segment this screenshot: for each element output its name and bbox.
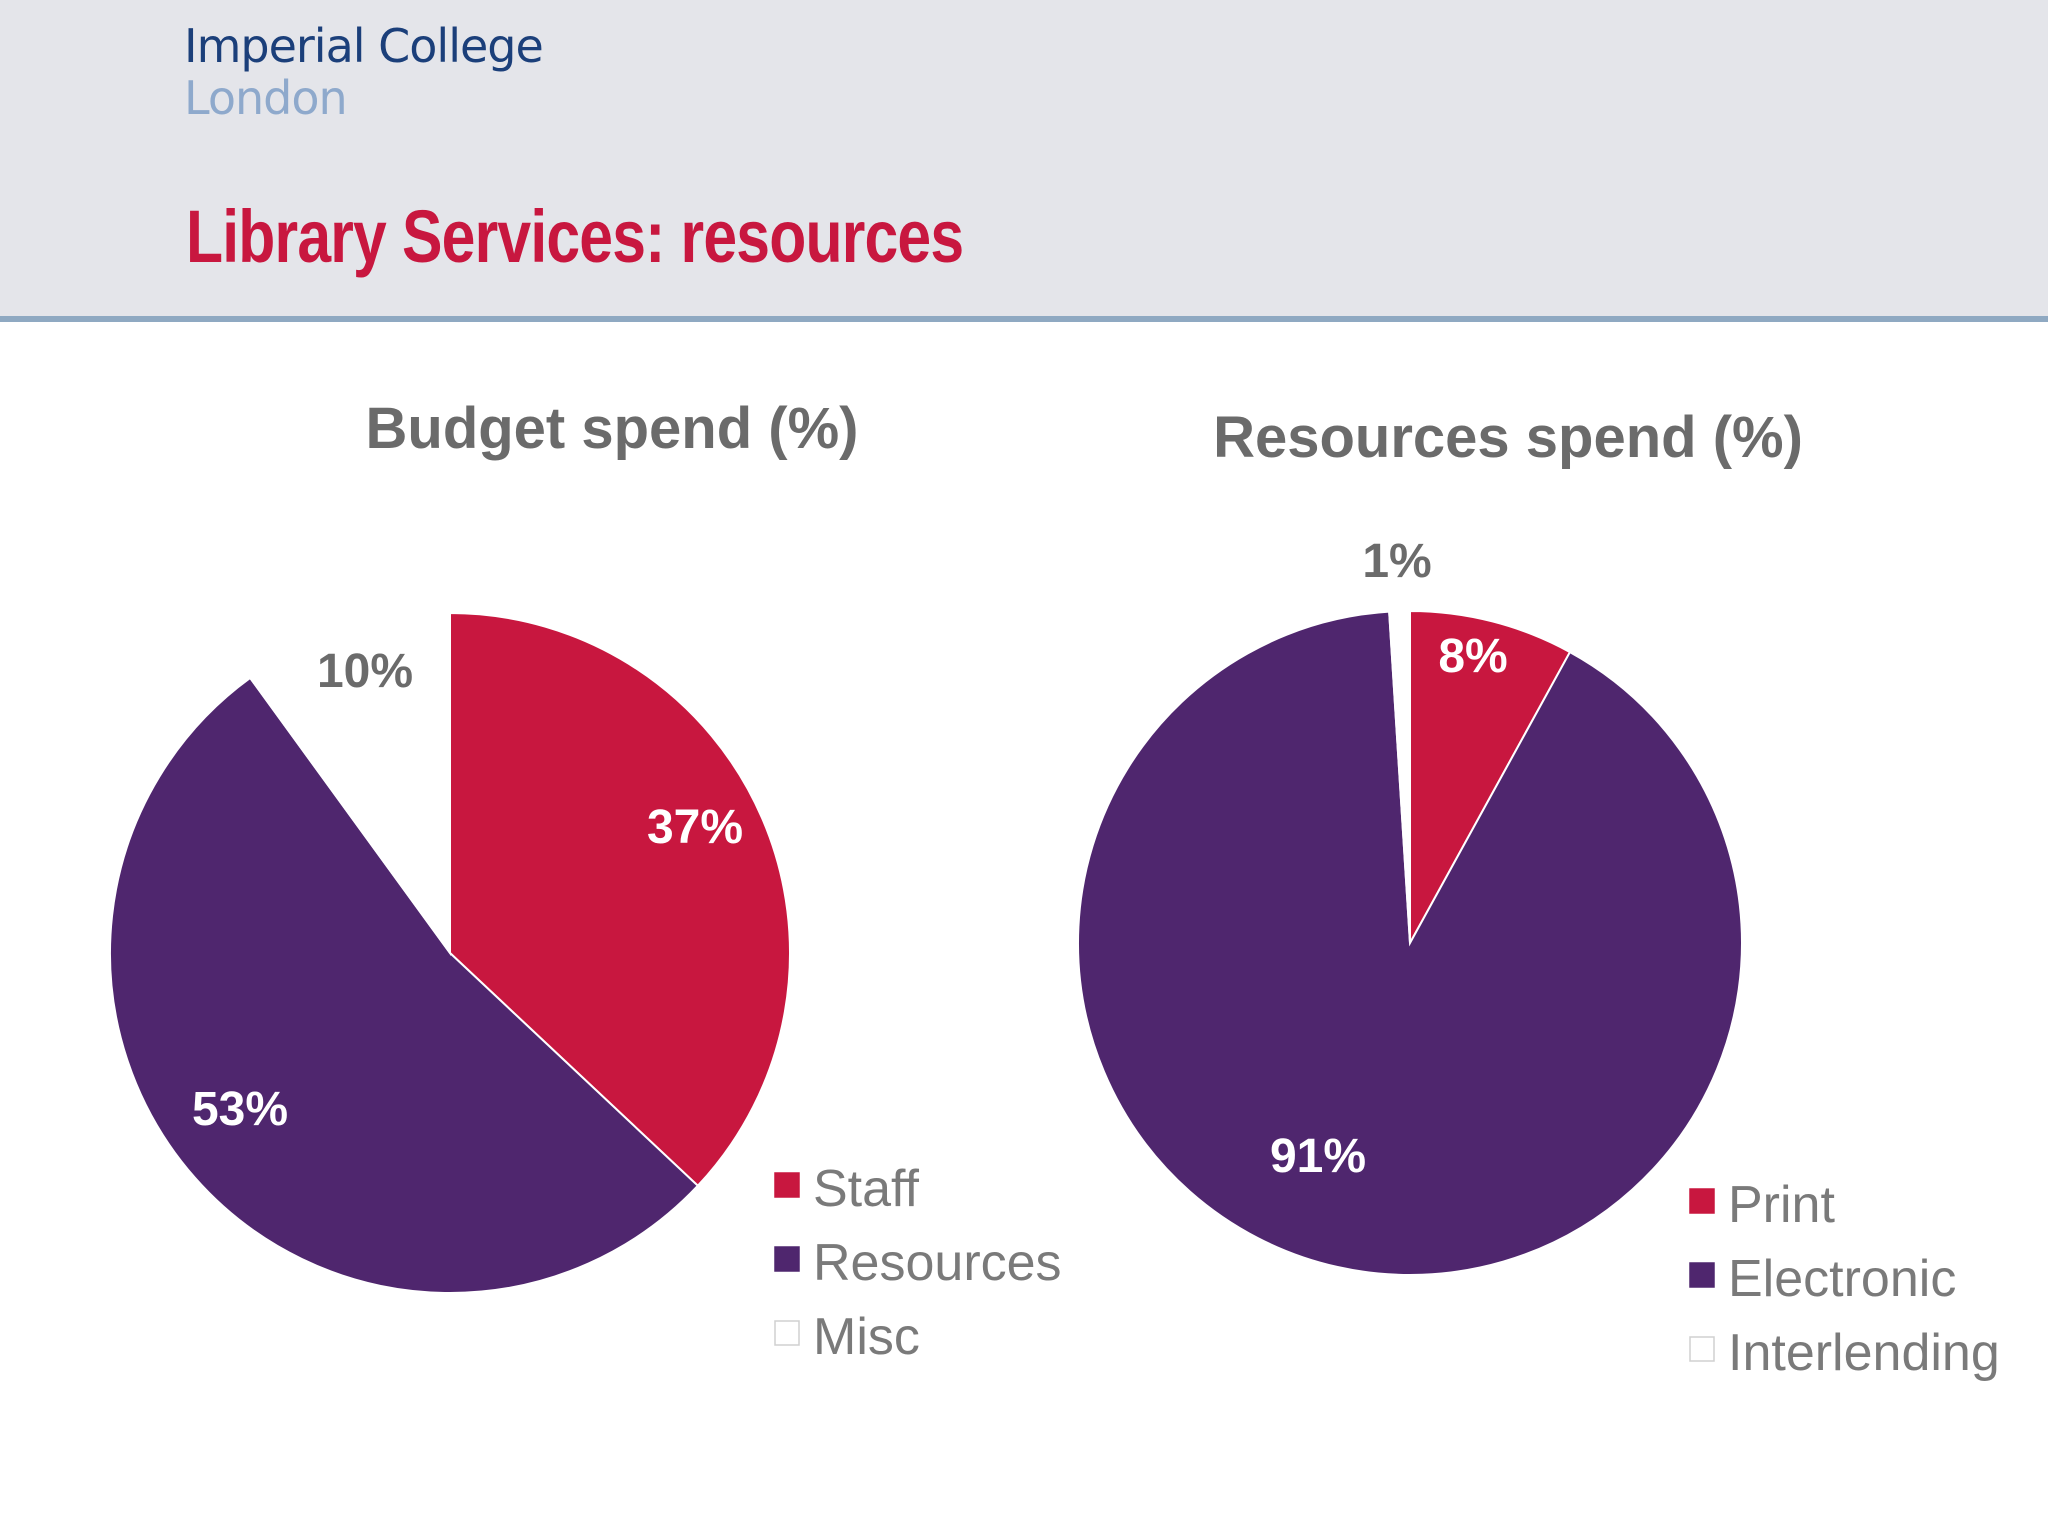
pie-slice-misc [248, 611, 451, 957]
data-label-resources: 53% [192, 1083, 288, 1136]
legend-label-misc: Misc [813, 1308, 920, 1366]
slide-header: Imperial College London Library Services… [0, 0, 2048, 322]
legend-swatch-electronic [1689, 1262, 1715, 1288]
data-label-staff: 37% [647, 801, 743, 854]
legend-label-interlending: Interlending [1728, 1324, 2000, 1382]
legend-label-resources: Resources [813, 1234, 1062, 1292]
legend-swatch-interlending [1689, 1336, 1715, 1362]
page-title: Library Services: resources [186, 195, 964, 278]
pie-slice-print [1409, 609, 1572, 944]
pie-slice-interlending [1388, 609, 1411, 944]
data-label-print: 8% [1438, 630, 1507, 683]
pie-chart-2: Resources spend (%) 8% 91% 1% Print Electroni… [1077, 405, 2000, 1382]
data-label-interlending: 1% [1362, 535, 1431, 588]
legend-label-electronic: Electronic [1728, 1250, 1956, 1308]
legend-swatch-staff [774, 1172, 800, 1198]
imperial-college-logo: Imperial College London [184, 19, 544, 125]
legend-swatch-misc [774, 1320, 800, 1346]
chart-title: Resources spend (%) [1213, 405, 1803, 470]
legend-swatch-resources [774, 1246, 800, 1272]
pie-chart-1: Budget spend (%) 37% 53% 10% Staff Resources M… [109, 396, 1062, 1366]
legend: Staff Resources Misc [774, 1160, 1062, 1366]
legend-label-print: Print [1728, 1176, 1835, 1234]
logo-line-1: Imperial College [184, 19, 544, 73]
pie-slice-electronic [1077, 610, 1743, 1276]
legend-swatch-print [1689, 1188, 1715, 1214]
data-label-misc: 10% [317, 645, 413, 698]
legend: Print Electronic Interlending [1689, 1176, 2000, 1382]
legend-label-staff: Staff [813, 1160, 920, 1218]
pie-slice-resources [109, 676, 700, 1294]
logo-line-2: London [184, 71, 348, 125]
pie-slice-staff [449, 611, 791, 1188]
chart-title: Budget spend (%) [366, 396, 859, 461]
data-label-electronic: 91% [1270, 1130, 1366, 1183]
